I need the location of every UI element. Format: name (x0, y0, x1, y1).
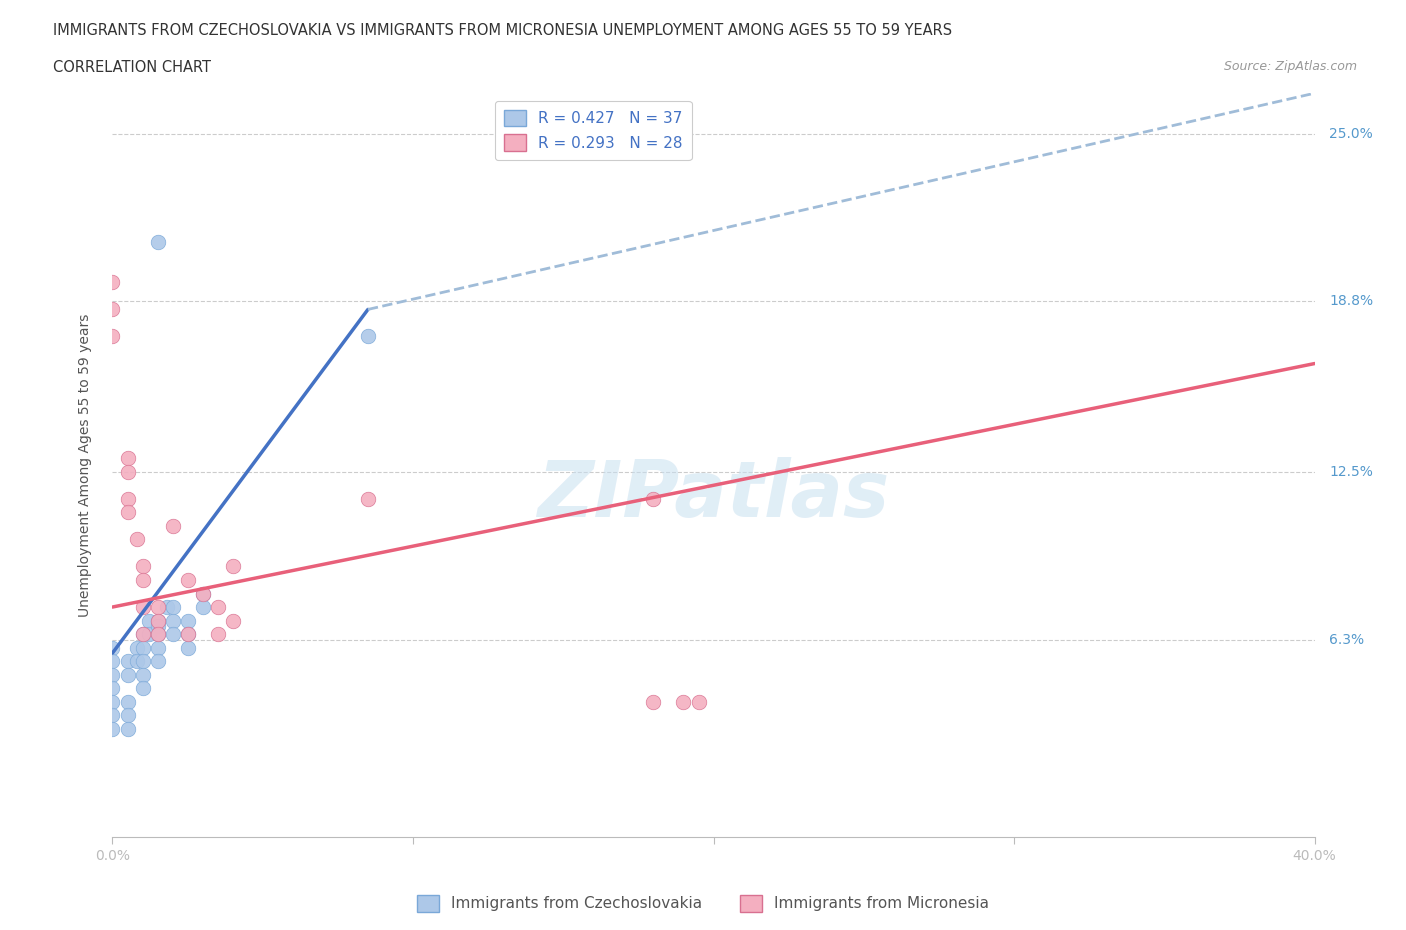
Text: 18.8%: 18.8% (1329, 294, 1374, 309)
Point (117, 505, 139, 520)
Point (131, 600, 153, 615)
Point (643, 491, 665, 506)
Point (117, 654, 139, 669)
Point (101, 708, 124, 723)
Text: Source: ZipAtlas.com: Source: ZipAtlas.com (1223, 60, 1357, 73)
Point (146, 613, 169, 628)
Point (138, 613, 160, 628)
Point (176, 613, 198, 628)
Point (357, 491, 380, 506)
Point (191, 586, 214, 601)
Point (191, 586, 214, 601)
Legend: Immigrants from Czechoslovakia, Immigrants from Micronesia: Immigrants from Czechoslovakia, Immigran… (411, 889, 995, 918)
Point (117, 464, 139, 479)
Point (101, 654, 124, 669)
Point (357, 329, 380, 344)
Point (146, 640, 169, 655)
Y-axis label: Unemployment Among Ages 55 to 59 years: Unemployment Among Ages 55 to 59 years (77, 313, 91, 617)
Point (176, 627, 198, 642)
Text: CORRELATION CHART: CORRELATION CHART (53, 60, 211, 75)
Point (146, 618, 169, 633)
Point (131, 654, 153, 669)
Point (146, 627, 169, 642)
Point (162, 518, 184, 533)
Point (101, 329, 124, 344)
Point (176, 627, 198, 642)
Point (191, 600, 214, 615)
Point (101, 302, 124, 317)
Point (146, 654, 169, 669)
Point (643, 695, 665, 710)
Point (207, 600, 229, 615)
Point (125, 532, 148, 547)
Point (131, 681, 153, 696)
Point (117, 708, 139, 723)
Point (131, 559, 153, 574)
Point (117, 722, 139, 737)
Point (138, 627, 160, 642)
Point (125, 640, 148, 655)
Point (146, 600, 169, 615)
Point (131, 640, 153, 655)
Point (222, 559, 245, 574)
Point (146, 234, 169, 249)
Point (146, 613, 169, 628)
Point (131, 573, 153, 588)
Text: ZIPatlas: ZIPatlas (537, 457, 890, 533)
Point (672, 695, 695, 710)
Point (131, 627, 153, 642)
Point (125, 654, 148, 669)
Text: 12.5%: 12.5% (1329, 465, 1372, 479)
Point (162, 600, 184, 615)
Point (146, 627, 169, 642)
Point (162, 613, 184, 628)
Point (117, 451, 139, 466)
Point (101, 681, 124, 696)
Point (176, 640, 198, 655)
Text: IMMIGRANTS FROM CZECHOSLOVAKIA VS IMMIGRANTS FROM MICRONESIA UNEMPLOYMENT AMONG : IMMIGRANTS FROM CZECHOSLOVAKIA VS IMMIGR… (53, 23, 952, 38)
Point (101, 722, 124, 737)
Point (117, 667, 139, 682)
Point (155, 600, 177, 615)
Point (101, 640, 124, 655)
Text: 25.0%: 25.0% (1329, 126, 1372, 140)
Point (162, 627, 184, 642)
Point (117, 695, 139, 710)
Point (207, 627, 229, 642)
Point (176, 573, 198, 588)
Point (222, 613, 245, 628)
Point (101, 695, 124, 710)
Point (131, 627, 153, 642)
Point (688, 695, 710, 710)
Point (131, 667, 153, 682)
Legend: R = 0.427   N = 37, R = 0.293   N = 28: R = 0.427 N = 37, R = 0.293 N = 28 (495, 100, 692, 160)
Point (101, 275, 124, 290)
Text: 6.3%: 6.3% (1329, 632, 1364, 646)
Point (101, 667, 124, 682)
Point (117, 491, 139, 506)
